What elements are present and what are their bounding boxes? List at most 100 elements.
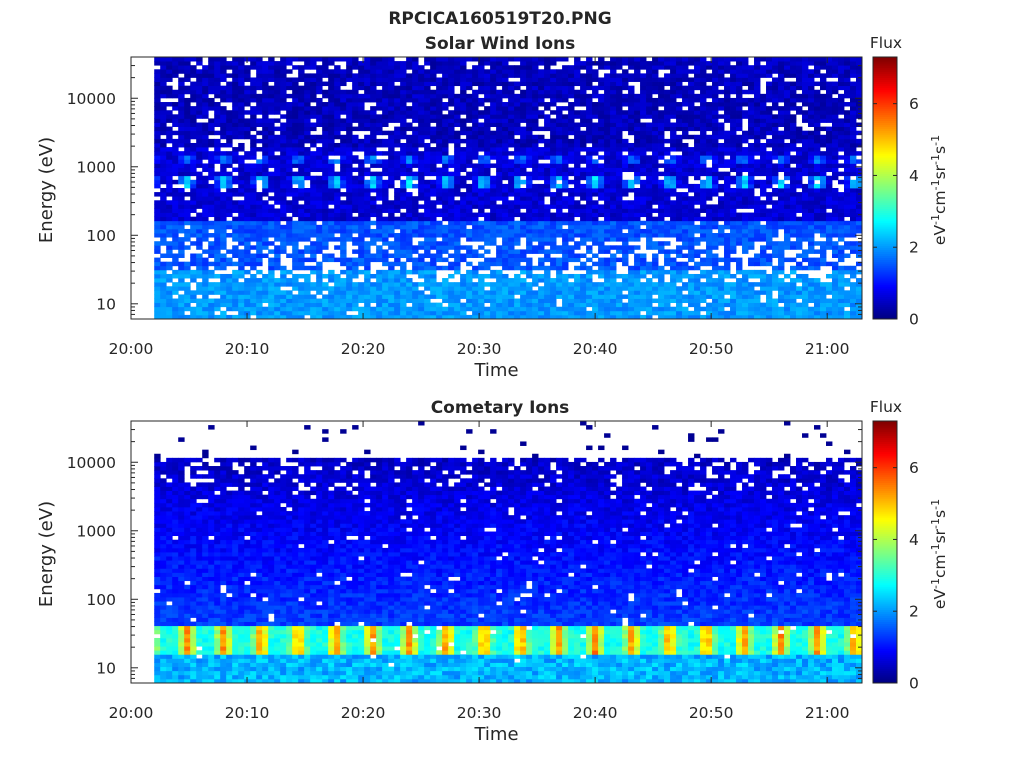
spectrogram-cell — [610, 228, 617, 234]
spectrogram-cell — [340, 261, 347, 267]
spectrogram-cell — [664, 249, 671, 254]
spectrogram-cell — [436, 310, 443, 316]
spectrogram-cell — [160, 130, 167, 136]
spectrogram-cell — [682, 273, 689, 279]
spectrogram-cell — [274, 65, 281, 70]
spectrogram-cell — [346, 151, 353, 156]
spectrogram-cell — [532, 73, 539, 78]
spectrogram-cell — [298, 85, 305, 91]
spectrogram-cell — [196, 216, 203, 222]
spectrogram-cell — [160, 126, 167, 132]
spectrogram-cell — [328, 61, 335, 66]
spectrogram-cell — [472, 163, 479, 168]
spectrogram-cell — [616, 179, 623, 185]
spectrogram-cell — [682, 204, 689, 209]
spectrogram-cell — [220, 220, 227, 226]
spectrogram-cell — [370, 298, 377, 304]
spectrogram-cell — [490, 183, 497, 189]
spectrogram-cell — [484, 130, 491, 136]
spectrogram-cell — [334, 302, 341, 308]
spectrogram-cell — [454, 302, 461, 308]
spectrogram-cell — [562, 138, 569, 144]
spectrogram-cell — [298, 89, 305, 95]
spectrogram-cell — [484, 265, 491, 271]
spectrogram-cell — [388, 241, 395, 246]
spectrogram-cell — [448, 294, 455, 299]
spectrogram-cell — [508, 302, 515, 308]
spectrogram-cell — [256, 282, 263, 287]
spectrogram-cell — [556, 85, 563, 91]
spectrogram-cell — [460, 110, 467, 115]
spectrogram-cell — [490, 93, 497, 99]
spectrogram-cell — [154, 93, 161, 99]
spectrogram-cell — [658, 97, 665, 103]
spectrogram-cell — [484, 257, 491, 263]
spectrogram-cell — [208, 159, 215, 164]
spectrogram-cell — [352, 306, 359, 312]
spectrogram-cell — [250, 310, 257, 316]
spectrogram-cell — [190, 114, 197, 119]
spectrogram-cell — [166, 245, 173, 250]
spectrogram-cell — [442, 57, 449, 62]
spectrogram-cell — [478, 290, 485, 295]
spectrogram-cell — [460, 253, 467, 258]
spectrogram-cell — [442, 93, 449, 99]
spectrogram-cell — [190, 69, 197, 74]
spectrogram-cell — [472, 298, 479, 304]
spectrogram-cell — [340, 241, 347, 246]
spectrogram-cell — [676, 212, 683, 218]
spectrogram-cell — [268, 163, 275, 168]
spectrogram-cell — [430, 183, 437, 189]
spectrogram-cell — [244, 188, 251, 193]
spectrogram-cell — [478, 57, 485, 62]
spectrogram-cell — [496, 69, 503, 74]
spectrogram-cell — [316, 85, 323, 91]
spectrogram-cell — [454, 220, 461, 226]
spectrogram-cell — [514, 302, 521, 308]
spectrogram-cell — [634, 110, 641, 115]
spectrogram-cell — [196, 89, 203, 95]
spectrogram-cell — [664, 57, 671, 62]
spectrogram-cell — [484, 216, 491, 222]
spectrogram-cell — [670, 155, 677, 160]
spectrogram-cell — [676, 228, 683, 234]
spectrogram-cell — [370, 237, 377, 242]
spectrogram-cell — [280, 310, 287, 316]
spectrogram-cell — [646, 208, 653, 213]
spectrogram-cell — [154, 314, 161, 320]
spectrogram-cell — [484, 73, 491, 78]
spectrogram-cell — [358, 142, 365, 148]
spectrogram-cell — [154, 204, 161, 209]
spectrogram-cell — [280, 212, 287, 218]
spectrogram-cell — [202, 81, 209, 87]
spectrogram-cell — [574, 306, 581, 312]
spectrogram-cell — [274, 278, 281, 283]
spectrogram-cell — [268, 65, 275, 70]
spectrogram-cell — [436, 290, 443, 295]
spectrogram-cell — [484, 224, 491, 230]
spectrogram-cell — [232, 261, 239, 267]
spectrogram-cell — [448, 273, 455, 279]
spectrogram-cell — [160, 171, 167, 177]
spectrogram-cell — [178, 282, 185, 287]
spectrogram-cell — [238, 147, 245, 152]
spectrogram-cell — [280, 77, 287, 82]
spectrogram-cell — [154, 142, 161, 148]
spectrogram-cell — [544, 171, 551, 177]
spectrogram-cell — [310, 179, 317, 185]
spectrogram-cell — [508, 237, 515, 242]
spectrogram-cell — [160, 138, 167, 144]
spectrogram-cell — [544, 257, 551, 263]
spectrogram-cell — [634, 69, 641, 74]
spectrogram-cell — [472, 77, 479, 82]
spectrogram-cell — [286, 61, 293, 66]
spectrogram-cell — [358, 208, 365, 213]
spectrogram-cell — [172, 93, 179, 99]
spectrogram-cell — [526, 93, 533, 99]
spectrogram-cell — [586, 77, 593, 82]
spectrogram-cell — [526, 163, 533, 168]
spectrogram-cell — [538, 188, 545, 193]
spectrogram-cell — [586, 57, 593, 62]
spectrogram-cell — [628, 73, 635, 78]
spectrogram-cell — [256, 294, 263, 299]
